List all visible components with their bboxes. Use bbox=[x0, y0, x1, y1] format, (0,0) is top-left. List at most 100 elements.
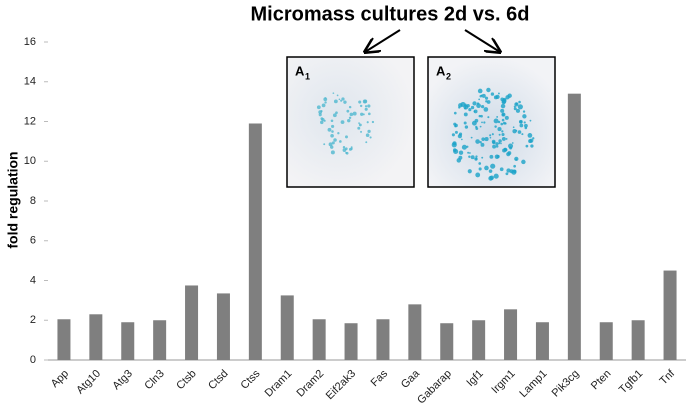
stain-dot bbox=[519, 123, 524, 128]
stain-dot bbox=[490, 92, 495, 96]
x-tick-label: Dram1 bbox=[263, 368, 295, 400]
bar bbox=[631, 320, 645, 360]
y-tick-label: 2 bbox=[30, 314, 36, 326]
x-tick-label: Dram2 bbox=[294, 368, 326, 400]
bar bbox=[216, 293, 230, 360]
inset-subscript: 1 bbox=[305, 71, 310, 81]
stain-dot bbox=[497, 127, 502, 132]
stain-dot bbox=[456, 158, 462, 163]
stain-dot bbox=[495, 145, 499, 148]
stain-dot bbox=[468, 152, 471, 154]
stain-dot bbox=[331, 130, 334, 133]
stain-dot bbox=[493, 173, 499, 179]
y-tick-label: 6 bbox=[30, 235, 36, 247]
inset-subscript: 2 bbox=[446, 71, 451, 81]
stain-dot bbox=[458, 132, 463, 136]
stain-dot bbox=[521, 133, 524, 136]
stain-dot bbox=[331, 124, 335, 129]
stain-dot bbox=[521, 159, 526, 165]
y-tick-label: 10 bbox=[24, 155, 36, 167]
inset-image bbox=[286, 56, 415, 188]
stain-dot bbox=[365, 133, 370, 138]
x-tick-label: Eif2ak3 bbox=[324, 368, 358, 402]
stain-dot bbox=[331, 141, 335, 145]
stain-dot bbox=[463, 121, 467, 125]
stain-dot bbox=[358, 123, 362, 127]
stain-dot bbox=[330, 133, 334, 138]
stain-dot bbox=[347, 118, 351, 123]
stain-dot bbox=[493, 95, 498, 100]
stain-dot bbox=[484, 165, 489, 171]
stain-dot bbox=[496, 154, 500, 159]
stain-dot bbox=[321, 103, 326, 108]
stain-dot bbox=[348, 105, 352, 109]
chart-title: Micromass cultures 2d vs. 6d bbox=[250, 3, 529, 25]
stain-dot bbox=[480, 142, 485, 147]
stain-dot bbox=[481, 121, 483, 124]
stain-dot bbox=[360, 112, 364, 116]
stain-dot bbox=[478, 98, 481, 101]
stain-dot bbox=[463, 112, 468, 117]
stain-dot bbox=[522, 114, 527, 119]
stain-dot bbox=[478, 114, 482, 118]
stain-dot bbox=[336, 94, 339, 97]
stain-dot bbox=[323, 143, 326, 146]
stain-dot bbox=[468, 155, 471, 159]
stain-dot bbox=[458, 150, 464, 155]
stain-dot bbox=[501, 112, 506, 117]
stain-dot bbox=[505, 172, 509, 176]
stain-dot bbox=[480, 114, 483, 118]
stain-dot bbox=[357, 126, 361, 130]
stain-dot bbox=[332, 113, 337, 118]
stain-dot bbox=[474, 118, 479, 123]
stain-dot bbox=[484, 96, 489, 100]
stain-dot bbox=[454, 130, 458, 134]
stain-dot bbox=[488, 169, 493, 173]
stain-dot bbox=[318, 113, 322, 117]
stain-dot bbox=[483, 107, 489, 112]
stain-dot bbox=[479, 125, 482, 128]
stain-dot bbox=[340, 120, 345, 125]
inset-label: A bbox=[436, 63, 446, 78]
stain-dot bbox=[320, 110, 323, 113]
x-tick-label: Atg3 bbox=[110, 368, 134, 392]
stain-dot bbox=[320, 120, 324, 125]
stain-dot bbox=[348, 116, 352, 120]
stain-dot bbox=[324, 101, 327, 104]
stain-dot bbox=[470, 155, 475, 160]
stain-dot bbox=[524, 126, 528, 130]
bar bbox=[57, 319, 71, 360]
stain-dot bbox=[470, 105, 475, 110]
stain-dot bbox=[532, 137, 535, 140]
stain-dot bbox=[332, 92, 335, 95]
stain-dot bbox=[491, 139, 496, 144]
x-tick-label: Pten bbox=[589, 368, 613, 392]
bar bbox=[344, 323, 358, 360]
stain-dot bbox=[328, 142, 333, 147]
stain-dot bbox=[358, 100, 362, 104]
stain-dot bbox=[461, 138, 463, 141]
y-tick-label: 8 bbox=[30, 195, 36, 207]
stain-dot bbox=[477, 88, 483, 94]
bar bbox=[472, 320, 486, 360]
stain-dot bbox=[498, 133, 501, 136]
stain-dot bbox=[464, 107, 467, 110]
bar bbox=[567, 93, 581, 361]
stain-dot bbox=[498, 142, 501, 145]
stain-dot bbox=[342, 146, 346, 149]
stain-dot bbox=[490, 163, 496, 169]
stain-dot bbox=[517, 104, 523, 110]
stain-dot bbox=[500, 108, 505, 113]
stain-dot bbox=[489, 136, 492, 139]
stain-dot bbox=[464, 125, 469, 129]
stain-dot bbox=[488, 176, 494, 181]
stain-dot bbox=[345, 135, 348, 139]
y-tick-label: 16 bbox=[24, 36, 36, 48]
stain-dot bbox=[327, 127, 332, 132]
stain-dot bbox=[453, 111, 457, 115]
stain-dot bbox=[512, 126, 515, 129]
bar bbox=[376, 319, 390, 360]
stain-dot bbox=[481, 156, 484, 159]
stain-dot bbox=[466, 145, 469, 148]
stain-dot bbox=[371, 120, 375, 124]
